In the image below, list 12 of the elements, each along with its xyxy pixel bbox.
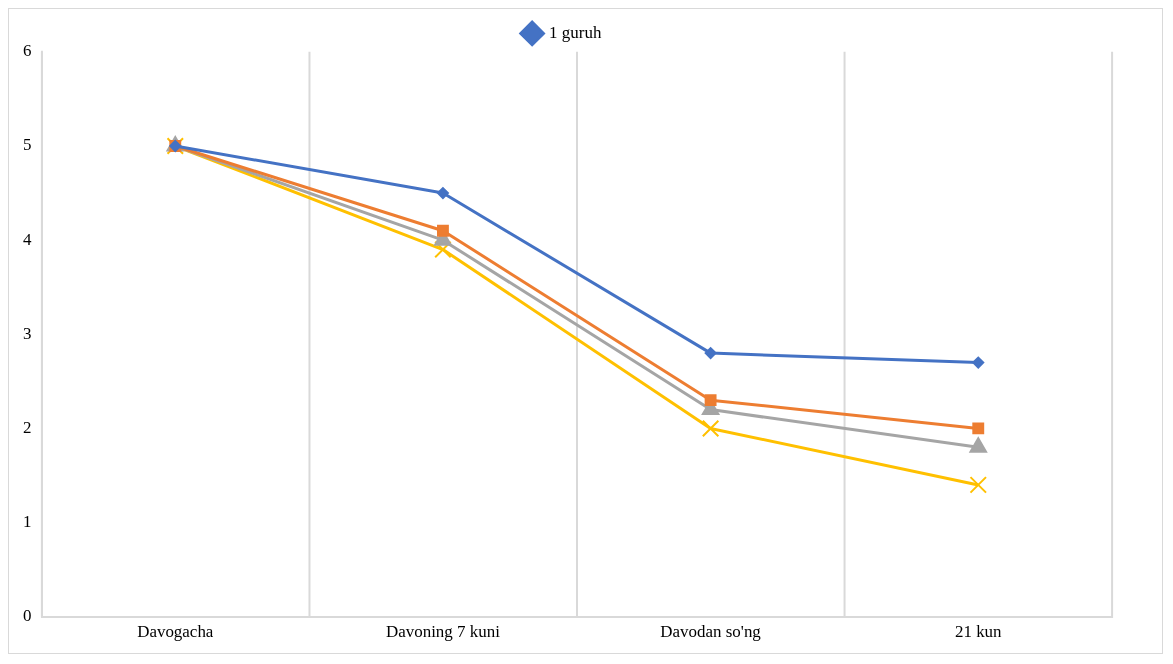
legend-label: 1 guruh bbox=[549, 22, 602, 42]
x-tick-label: Davodan so'ng bbox=[660, 622, 762, 642]
y-tick-label: 2 bbox=[22, 417, 32, 437]
x-tick-label: Davoning 7 kuni bbox=[385, 622, 501, 642]
x-tick-label: 21 kun bbox=[954, 622, 1003, 642]
y-tick-label: 3 bbox=[22, 323, 32, 343]
y-tick-label: 5 bbox=[22, 135, 32, 155]
y-tick-label: 6 bbox=[22, 41, 32, 61]
y-tick-label: 4 bbox=[22, 229, 32, 249]
x-tick-label: Davogacha bbox=[137, 622, 214, 642]
y-tick-label: 0 bbox=[22, 606, 32, 626]
y-tick-label: 1 bbox=[22, 512, 32, 532]
